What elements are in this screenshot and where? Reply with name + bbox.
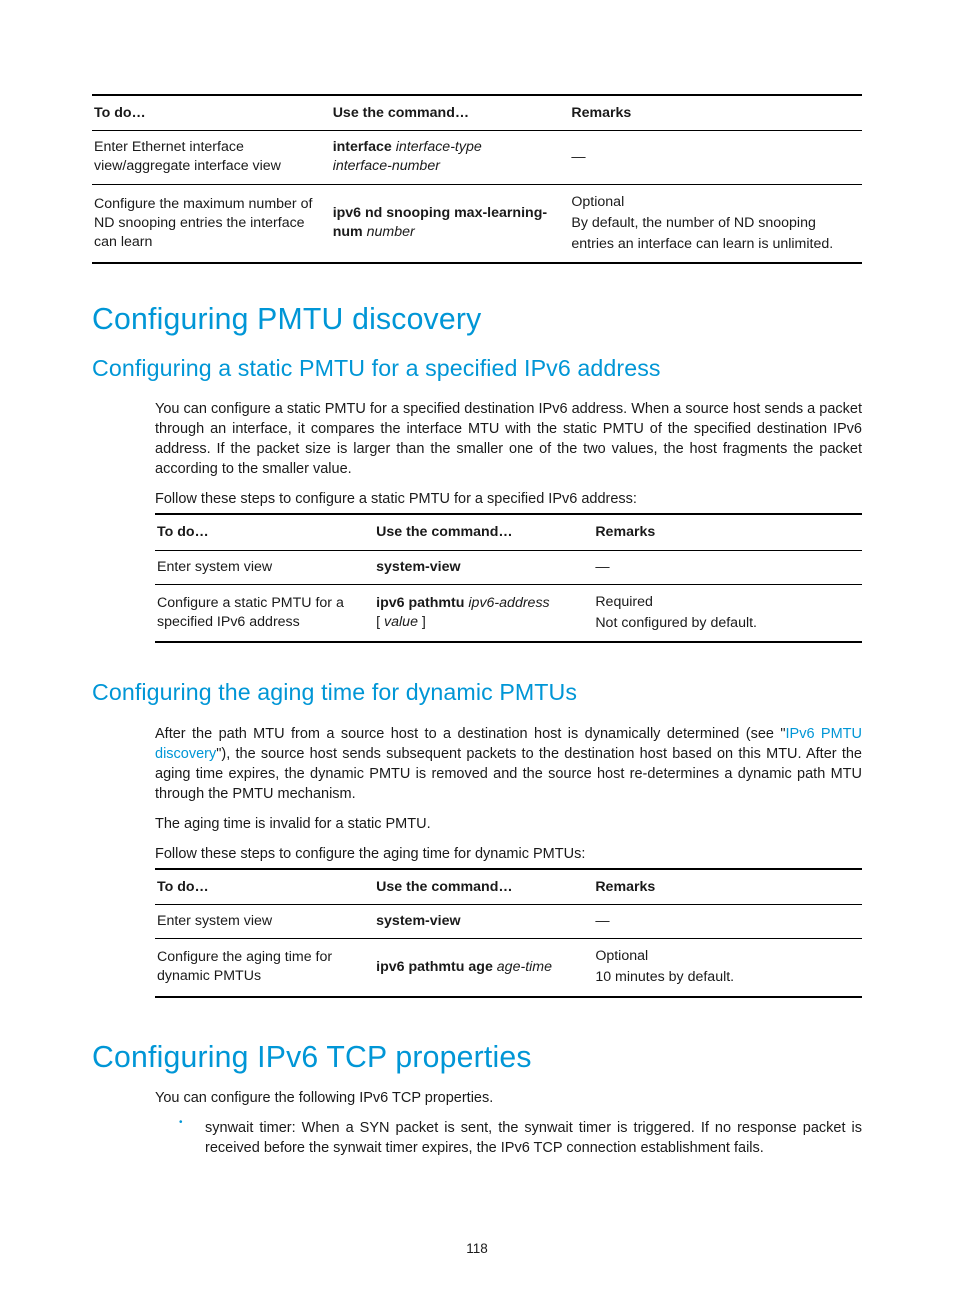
paragraph: The aging time is invalid for a static P… — [155, 814, 862, 834]
col-header-cmd: Use the command… — [374, 514, 593, 550]
remarks-line: Optional — [595, 946, 852, 967]
table-row: Enter system view system-view — — [155, 904, 862, 938]
lead-text: Follow these steps to configure a static… — [155, 489, 862, 509]
table-static-pmtu: To do… Use the command… Remarks Enter sy… — [155, 513, 862, 643]
remarks-line: By default, the number of ND snooping en… — [571, 213, 852, 256]
cmd-arg: value — [384, 614, 418, 630]
bullet-list: synwait timer: When a SYN packet is sent… — [179, 1118, 862, 1158]
paragraph: You can configure a static PMTU for a sp… — [155, 399, 862, 479]
cmd-bracket: ] — [418, 614, 426, 630]
cmd-arg: interface-type — [396, 139, 482, 155]
remarks-line: 10 minutes by default. — [595, 967, 852, 988]
table-row: Enter Ethernet interface view/aggregate … — [92, 131, 862, 184]
table-row: Enter system view system-view — — [155, 550, 862, 584]
cmd-keyword: ipv6 pathmtu age — [376, 959, 493, 975]
cell-remarks: Optional By default, the number of ND sn… — [569, 184, 862, 263]
table-header-row: To do… Use the command… Remarks — [155, 514, 862, 550]
body-block: After the path MTU from a source host to… — [155, 724, 862, 998]
table-aging-time: To do… Use the command… Remarks Enter sy… — [155, 868, 862, 998]
cmd-arg: number — [367, 224, 415, 240]
table-row: Configure the aging time for dynamic PMT… — [155, 939, 862, 997]
col-header-todo: To do… — [155, 869, 374, 905]
cell-todo: Enter system view — [155, 550, 374, 584]
paragraph: After the path MTU from a source host to… — [155, 724, 862, 804]
cmd-keyword: interface — [333, 139, 392, 155]
cmd-arg: interface-number — [333, 158, 440, 174]
cell-todo: Configure the aging time for dynamic PMT… — [155, 939, 374, 997]
text-pre: After the path MTU from a source host to… — [155, 726, 786, 742]
cmd-keyword: system-view — [376, 913, 460, 929]
remarks-line: Optional — [571, 192, 852, 213]
body-block: You can configure the following IPv6 TCP… — [155, 1088, 862, 1158]
cell-remarks: — — [569, 131, 862, 184]
page-number: 118 — [0, 1240, 954, 1258]
cell-remarks: Required Not configured by default. — [593, 584, 862, 642]
cell-remarks: — — [593, 904, 862, 938]
col-header-remarks: Remarks — [593, 869, 862, 905]
table-header-row: To do… Use the command… Remarks — [92, 95, 862, 131]
table-row: Configure a static PMTU for a specified … — [155, 584, 862, 642]
cell-todo: Enter system view — [155, 904, 374, 938]
remarks-line: Not configured by default. — [595, 613, 852, 634]
cmd-keyword: system-view — [376, 559, 460, 575]
body-block: You can configure a static PMTU for a sp… — [155, 399, 862, 643]
cmd-bracket: [ — [376, 614, 384, 630]
lead-text: Follow these steps to configure the agin… — [155, 844, 862, 864]
remarks-line: Required — [595, 592, 852, 613]
text-post: "), the source host sends subsequent pac… — [155, 746, 862, 802]
cell-cmd: ipv6 pathmtu ipv6-address [ value ] — [374, 584, 593, 642]
cell-cmd: ipv6 pathmtu age age-time — [374, 939, 593, 997]
table-header-row: To do… Use the command… Remarks — [155, 869, 862, 905]
cmd-arg: age-time — [497, 959, 552, 975]
cell-remarks: — — [593, 550, 862, 584]
table-nd-snooping: To do… Use the command… Remarks Enter Et… — [92, 94, 862, 264]
cmd-arg: ipv6-address — [468, 595, 549, 611]
heading-static-pmtu: Configuring a static PMTU for a specifie… — [92, 353, 862, 384]
cell-todo: Configure a static PMTU for a specified … — [155, 584, 374, 642]
col-header-todo: To do… — [92, 95, 331, 131]
heading-aging-time: Configuring the aging time for dynamic P… — [92, 677, 862, 708]
col-header-todo: To do… — [155, 514, 374, 550]
col-header-cmd: Use the command… — [331, 95, 570, 131]
table-row: Configure the maximum number of ND snoop… — [92, 184, 862, 263]
col-header-remarks: Remarks — [593, 514, 862, 550]
heading-pmtu-discovery: Configuring PMTU discovery — [92, 300, 862, 341]
cell-cmd: interface interface-type interface-numbe… — [331, 131, 570, 184]
col-header-remarks: Remarks — [569, 95, 862, 131]
cell-remarks: Optional 10 minutes by default. — [593, 939, 862, 997]
cell-todo: Configure the maximum number of ND snoop… — [92, 184, 331, 263]
heading-ipv6-tcp: Configuring IPv6 TCP properties — [92, 1038, 862, 1079]
cell-todo: Enter Ethernet interface view/aggregate … — [92, 131, 331, 184]
cmd-keyword: ipv6 nd snooping max-learning-num — [333, 205, 547, 240]
cell-cmd: ipv6 nd snooping max-learning-num number — [331, 184, 570, 263]
page: To do… Use the command… Remarks Enter Et… — [0, 0, 954, 1296]
col-header-cmd: Use the command… — [374, 869, 593, 905]
cmd-keyword: ipv6 pathmtu — [376, 595, 464, 611]
paragraph: You can configure the following IPv6 TCP… — [155, 1088, 862, 1108]
cell-cmd: system-view — [374, 904, 593, 938]
cell-cmd: system-view — [374, 550, 593, 584]
list-item: synwait timer: When a SYN packet is sent… — [179, 1118, 862, 1158]
